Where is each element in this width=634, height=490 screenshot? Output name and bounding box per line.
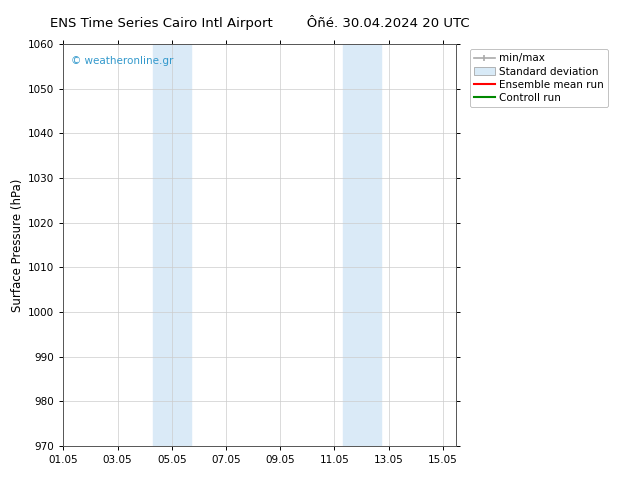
Y-axis label: Surface Pressure (hPa): Surface Pressure (hPa) (11, 178, 24, 312)
Legend: min/max, Standard deviation, Ensemble mean run, Controll run: min/max, Standard deviation, Ensemble me… (470, 49, 607, 107)
Text: ENS Time Series Cairo Intl Airport        Ôñé. 30.04.2024 20 UTC: ENS Time Series Cairo Intl Airport Ôñé. … (50, 15, 470, 30)
Bar (342, 44, 380, 446)
Bar (153, 44, 191, 446)
Text: © weatheronline.gr: © weatheronline.gr (71, 56, 174, 66)
